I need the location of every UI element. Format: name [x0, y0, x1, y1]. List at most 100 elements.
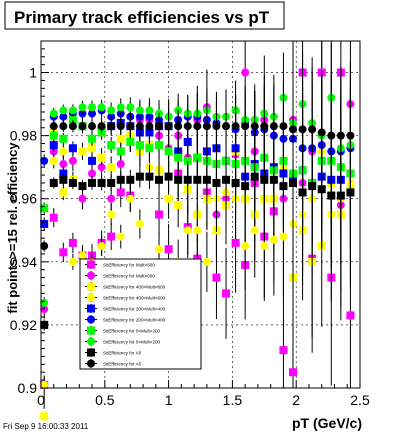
data-point-square — [68, 115, 77, 124]
data-point-circle — [49, 122, 58, 131]
y-axis-label: fit points>=15 rel. efficiency — [5, 142, 20, 314]
data-point-circle — [145, 122, 154, 131]
data-point-circle — [222, 122, 231, 131]
legend-label: StiEfficiency for All — [103, 351, 141, 356]
data-point-circle — [116, 122, 125, 131]
data-point-square — [97, 153, 106, 162]
data-point-square — [40, 412, 49, 421]
data-point-circle — [59, 106, 68, 115]
data-point-square — [298, 188, 307, 197]
data-point-circle — [250, 226, 259, 235]
data-point-square — [68, 178, 77, 187]
x-axis-label: pT (GeV/c) — [292, 415, 362, 431]
data-point-square — [107, 178, 116, 187]
data-point-square — [78, 182, 87, 191]
data-point-square — [231, 238, 240, 247]
legend-label: StiEfficiency for 400<Mult<600 — [103, 296, 166, 301]
data-point-circle — [260, 122, 269, 131]
data-point-circle — [193, 226, 202, 235]
data-point-square — [289, 178, 298, 187]
chart-title: Primary track efficiencies vs pT — [14, 8, 270, 27]
y-tick-label: 1 — [29, 65, 37, 81]
data-point-square — [135, 141, 144, 150]
data-point-circle — [59, 160, 68, 169]
data-point-square — [164, 245, 173, 254]
data-point-square — [49, 178, 58, 187]
data-point-square — [68, 238, 77, 247]
data-point-square — [193, 153, 202, 162]
data-point-circle — [49, 109, 58, 118]
data-point-circle — [135, 219, 144, 228]
data-point-circle — [97, 103, 106, 112]
legend-label: StiEfficiency for 200<Mult<400 — [103, 307, 166, 312]
x-tick-label: 1 — [165, 392, 173, 408]
data-point-circle — [212, 122, 221, 131]
data-point-square — [260, 175, 269, 184]
legend-label: StiEfficiency for 400<Mult<600 — [103, 285, 166, 290]
legend-marker-circle — [87, 271, 95, 280]
legend-label: StiEfficiency for Mult>600 — [103, 263, 155, 268]
data-point-square — [116, 134, 125, 143]
legend-frame — [79, 258, 202, 370]
data-point-circle — [260, 242, 269, 251]
data-point-circle — [107, 122, 116, 131]
legend: StiEfficiency for Mult>600 StiEfficiency … — [79, 258, 202, 370]
data-point-circle — [40, 380, 49, 389]
data-point-square — [88, 156, 97, 165]
data-point-circle — [183, 226, 192, 235]
legend-marker-square — [87, 348, 95, 357]
data-point-circle — [126, 103, 135, 112]
data-point-circle — [231, 122, 240, 131]
data-point-circle — [279, 122, 288, 131]
data-point-circle — [308, 125, 317, 134]
title-box: Primary track efficiencies vs pT — [4, 1, 285, 30]
data-point-square — [116, 188, 125, 197]
data-point-square — [241, 182, 250, 191]
data-point-square — [164, 172, 173, 181]
data-point-square — [145, 172, 154, 181]
legend-label: StiEfficiency for 0<Mult<200 — [103, 340, 161, 345]
y-tick-label: 0.98 — [10, 128, 37, 144]
data-point-square — [212, 273, 221, 282]
data-point-square — [155, 175, 164, 184]
data-point-square — [164, 147, 173, 156]
legend-marker-square — [87, 326, 95, 335]
data-point-square — [346, 311, 355, 320]
data-point-circle — [269, 235, 278, 244]
legend-marker-square — [87, 260, 95, 269]
data-point-circle — [336, 131, 345, 140]
legend-label: StiEfficiency for Mult>600 — [103, 274, 155, 279]
data-point-square — [279, 182, 288, 191]
data-point-square — [59, 248, 68, 257]
data-point-square — [59, 169, 68, 178]
data-point-square — [107, 163, 116, 172]
data-point-square — [107, 141, 116, 150]
data-point-square — [49, 141, 58, 150]
data-point-circle — [107, 194, 116, 203]
data-point-circle — [298, 125, 307, 134]
data-point-square — [183, 175, 192, 184]
data-point-circle — [327, 131, 336, 140]
data-point-circle — [68, 106, 77, 115]
legend-label: StiEfficiency for All — [103, 362, 141, 367]
x-tick-label: 1.5 — [223, 392, 243, 408]
legend-marker-circle — [87, 337, 95, 346]
data-point-circle — [145, 106, 154, 115]
data-point-circle — [59, 147, 68, 156]
data-point-circle — [88, 103, 97, 112]
x-tick-label: 0 — [37, 392, 45, 408]
x-tick-label: 2.5 — [350, 392, 370, 408]
data-point-circle — [116, 232, 125, 241]
data-point-circle — [107, 210, 116, 219]
data-point-square — [49, 213, 58, 222]
data-point-circle — [241, 122, 250, 131]
data-point-square — [174, 153, 183, 162]
data-point-circle — [135, 122, 144, 131]
data-point-square — [126, 137, 135, 146]
data-point-square — [250, 172, 259, 181]
data-point-square — [222, 175, 231, 184]
data-point-square — [88, 178, 97, 187]
data-point-circle — [346, 131, 355, 140]
data-point-square — [202, 175, 211, 184]
